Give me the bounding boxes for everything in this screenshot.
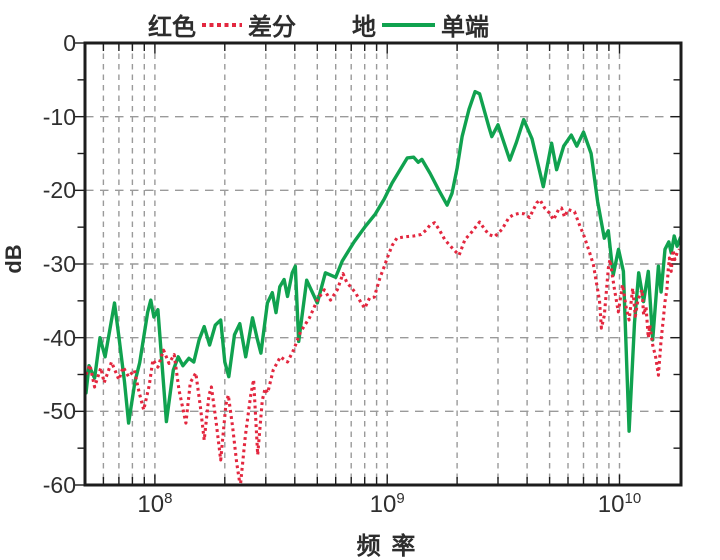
- y-tick-label: -60: [42, 472, 76, 498]
- y-tick-label: -40: [42, 324, 76, 351]
- y-tick-label: -20: [42, 177, 76, 204]
- x-tick-label: 109: [369, 490, 405, 518]
- y-tick-label: 0: [63, 30, 76, 56]
- y-tick-label: -30: [42, 251, 76, 277]
- legend-series-label: 差分: [248, 14, 296, 41]
- legend: 红色 差分 地 单端: [148, 7, 489, 42]
- x-axis-label: 频 率: [356, 533, 418, 560]
- legend-entry: 地 单端: [352, 7, 489, 42]
- x-tick-label: 1010: [597, 490, 642, 518]
- y-tick-label: -50: [42, 398, 76, 425]
- y-tick-label: -10: [42, 103, 76, 130]
- legend-dotted-line-swatch: [202, 22, 242, 27]
- series-line-single-ended: [85, 89, 681, 433]
- legend-prefix-label: 地: [352, 14, 376, 41]
- x-tick-label: 108: [137, 490, 173, 518]
- legend-prefix-label: 红色: [148, 14, 196, 41]
- legend-entry: 红色 差分: [148, 7, 296, 42]
- legend-series-label: 单端: [441, 14, 489, 41]
- series-line-differential: [85, 198, 681, 485]
- legend-solid-line-swatch: [382, 22, 435, 27]
- axes-box: [83, 41, 683, 487]
